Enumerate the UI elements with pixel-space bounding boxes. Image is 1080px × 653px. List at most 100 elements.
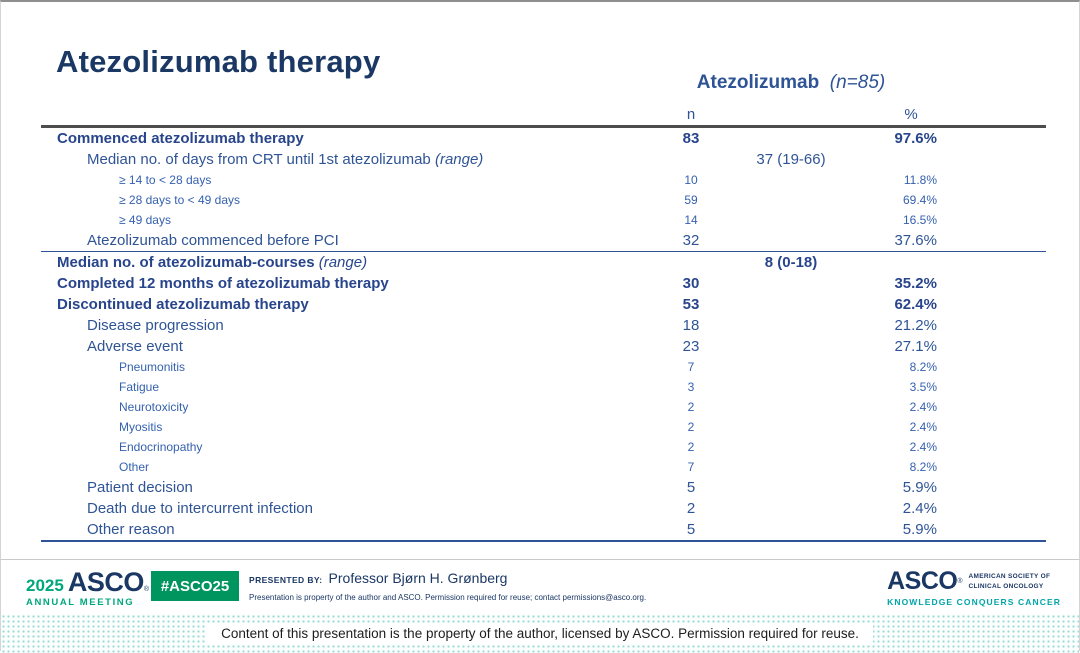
cell-n: 23 xyxy=(682,338,700,355)
cell-pct: 27.1% xyxy=(894,338,937,355)
meeting-asco-wordmark: ASCO xyxy=(67,567,145,597)
row-label: Myositis xyxy=(119,420,163,434)
asco-tagline: KNOWLEDGE CONQUERS CANCER xyxy=(887,597,1061,607)
cell-pct: 16.5% xyxy=(902,213,937,227)
row-label: Completed 12 months of atezolizumab ther… xyxy=(57,275,389,292)
table-row: Myositis 2 2.4% xyxy=(41,417,1046,437)
cell-pct: 69.4% xyxy=(902,193,937,207)
slide-title: Atezolizumab therapy xyxy=(56,44,381,79)
table-row: ≥ 49 days 14 16.5% xyxy=(41,210,1046,230)
cell-n: 7 xyxy=(687,360,695,374)
cell-n: 30 xyxy=(682,275,700,292)
cell-pct: 8.2% xyxy=(909,460,937,474)
cell-n: 2 xyxy=(687,420,695,434)
cell-n: 5 xyxy=(686,479,696,496)
table-group-header: Atezolizumab (n=85) xyxy=(641,72,941,100)
table-row: Other 7 8.2% xyxy=(41,457,1046,477)
cell-n: 7 xyxy=(687,460,695,474)
row-label: Commenced atezolizumab therapy xyxy=(57,130,304,147)
cell-pct: 2.4% xyxy=(909,400,937,414)
registered-mark-icon: ® xyxy=(957,578,963,585)
table-row: Endocrinopathy 2 2.4% xyxy=(41,437,1046,457)
table-row: Disease progression 18 21.2% xyxy=(41,315,1046,336)
presented-by-block: PRESENTED BY: Professor Bjørn H. Grønber… xyxy=(249,570,646,602)
row-label: Median no. of atezolizumab-courses (rang… xyxy=(57,254,368,271)
presented-by-row: PRESENTED BY: Professor Bjørn H. Grønber… xyxy=(249,570,646,586)
table-row: Atezolizumab commenced before PCI 32 37.6% xyxy=(41,230,1046,252)
asco-logo: ASCO ® AMERICAN SOCIETY OF CLINICAL ONCO… xyxy=(887,569,1061,607)
table-row: Adverse event 23 27.1% xyxy=(41,336,1046,357)
row-label: Fatigue xyxy=(119,380,160,394)
table-column-headers: n % xyxy=(41,102,1046,128)
table-row: Pneumonitis 7 8.2% xyxy=(41,357,1046,377)
cell-n: 83 xyxy=(682,130,700,147)
cell-n: 10 xyxy=(684,173,698,187)
disclaimer-bar: Content of this presentation is the prop… xyxy=(1,614,1079,653)
table-row: Fatigue 3 3.5% xyxy=(41,377,1046,397)
group-header-count: (n=85) xyxy=(829,72,886,93)
presented-by-label: PRESENTED BY: xyxy=(249,575,323,585)
asco-society-name: AMERICAN SOCIETY OF CLINICAL ONCOLOGY xyxy=(969,572,1051,590)
cell-pct: 8.2% xyxy=(909,360,937,374)
cell-pct: 97.6% xyxy=(894,130,937,147)
cell-median: 37 (19-66) xyxy=(756,151,826,168)
slide-footer: 2025 ASCO ® ANNUAL MEETING #ASCO25 PRESE… xyxy=(1,559,1079,615)
row-label: Atezolizumab commenced before PCI xyxy=(87,232,339,249)
cell-pct: 37.6% xyxy=(894,232,937,249)
cell-n: 5 xyxy=(686,521,696,538)
meeting-year: 2025 xyxy=(26,576,64,595)
cell-n: 2 xyxy=(687,440,695,454)
cell-pct: 2.4% xyxy=(909,440,937,454)
table-row: Median no. of atezolizumab-courses (rang… xyxy=(41,252,1046,273)
cell-pct: 35.2% xyxy=(894,275,937,292)
table-row: Completed 12 months of atezolizumab ther… xyxy=(41,273,1046,294)
column-header-n: n xyxy=(686,106,696,123)
row-label: Death due to intercurrent infection xyxy=(87,500,313,517)
row-label: Other xyxy=(119,460,150,474)
disclaimer-text: Content of this presentation is the prop… xyxy=(207,623,873,644)
row-label: Endocrinopathy xyxy=(119,440,203,454)
annual-meeting-label: ANNUAL MEETING xyxy=(26,597,135,608)
table-row: Median no. of days from CRT until 1st at… xyxy=(41,149,1046,170)
group-header-drug: Atezolizumab xyxy=(696,72,820,93)
row-label-suffix: (range) xyxy=(430,151,484,168)
row-label: Patient decision xyxy=(87,479,193,496)
cell-n: 2 xyxy=(687,400,695,414)
cell-pct: 5.9% xyxy=(902,521,937,538)
cell-n: 14 xyxy=(684,213,698,227)
table-row: Commenced atezolizumab therapy 83 97.6% xyxy=(41,128,1046,149)
cell-pct: 5.9% xyxy=(902,479,937,496)
asco-society-line2: CLINICAL ONCOLOGY xyxy=(968,582,1044,590)
permission-note: Presentation is property of the author a… xyxy=(249,593,647,602)
table-row: ≥ 14 to < 28 days 10 11.8% xyxy=(41,170,1046,190)
hashtag-badge: #ASCO25 xyxy=(151,571,239,601)
cell-n: 18 xyxy=(682,317,700,334)
table-rows: Commenced atezolizumab therapy 83 97.6% Med… xyxy=(41,128,1046,542)
table-row: Discontinued atezolizumab therapy 53 62.4% xyxy=(41,294,1046,315)
cell-n: 3 xyxy=(687,380,695,394)
row-label: Other reason xyxy=(87,521,175,538)
asco-society-line1: AMERICAN SOCIETY OF xyxy=(968,573,1051,581)
presenter-name: Professor Bjørn H. Grønberg xyxy=(328,570,508,586)
annual-meeting-logo: 2025 ASCO ® ANNUAL MEETING xyxy=(26,569,149,608)
table-row: Death due to intercurrent infection 2 2.4% xyxy=(41,498,1046,519)
cell-pct: 11.8% xyxy=(903,173,937,187)
cell-median: 8 (0-18) xyxy=(764,254,818,271)
column-header-pct: % xyxy=(904,106,918,123)
row-label: Neurotoxicity xyxy=(119,400,189,414)
table-row: ≥ 28 days to < 49 days 59 69.4% xyxy=(41,190,1046,210)
cell-n: 32 xyxy=(682,232,700,249)
row-label: ≥ 14 to < 28 days xyxy=(119,173,212,187)
cell-pct: 2.4% xyxy=(909,420,937,434)
annual-meeting-logo-top: 2025 ASCO ® xyxy=(26,569,149,596)
row-label: ≥ 49 days xyxy=(119,213,171,227)
row-label: Median no. of days from CRT until 1st at… xyxy=(87,151,484,168)
registered-mark-icon: ® xyxy=(143,586,150,593)
row-label: Disease progression xyxy=(87,317,224,334)
row-label-suffix: (range) xyxy=(314,254,368,271)
results-table: Atezolizumab (n=85) n % Commenced atezol… xyxy=(41,72,1046,542)
row-label: Discontinued atezolizumab therapy xyxy=(57,296,309,313)
asco-wordmark: ASCO xyxy=(887,567,958,595)
cell-n: 2 xyxy=(686,500,696,517)
cell-pct: 21.2% xyxy=(894,317,937,334)
